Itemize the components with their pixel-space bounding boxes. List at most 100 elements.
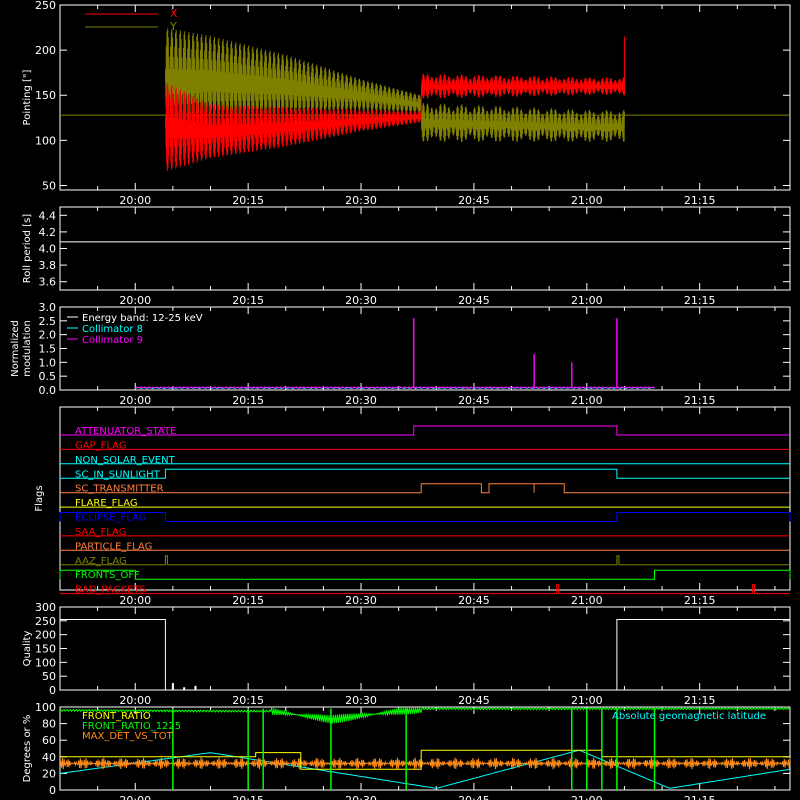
flags-panel-xtick-label: 20:00 [119,594,151,607]
flag-line-eclipse-flag [59,512,791,522]
flags-panel-ylabel: Flags [34,485,45,511]
ratio-legend-label: FRONT_RATIO_1225 [82,721,181,732]
ratio-panel-xtick-label: 20:45 [458,794,490,800]
ratio-panel-xtick-label: 21:00 [571,794,603,800]
ratio-series-front-ratio-1225 [59,706,791,724]
quality-panel-ytick-label: 250 [35,615,56,628]
flag-line-fronts-off [59,569,791,580]
modulation-panel-ylabel-line: Normalized [10,320,21,377]
pointing-panel-ytick-label: 150 [35,89,56,102]
ratio-legend-label: FRONT_RATIO [82,711,151,722]
flag-line-attenuator-state [60,425,790,436]
quality-panel-xtick-label: 20:00 [119,694,151,707]
quality-panel-ytick-label: 200 [35,629,56,642]
modulation-panel-ylabel-line: modulation [22,320,33,377]
flag-line-bad-packets [60,584,790,595]
flag-label: NON_SOLAR_EVENT [75,455,176,466]
flag-label: SAA_FLAG [75,527,126,538]
flag-label: FLARE_FLAG [75,498,138,509]
modulation-panel-ytick-label: 0.5 [39,370,57,383]
flag-line-sc-in-sunlight [60,468,790,479]
roll-panel-xtick-label: 20:15 [232,294,264,307]
flag-label: ECLIPSE_FLAG [75,513,146,524]
pointing-panel-xtick-label: 20:45 [458,194,490,207]
quality-panel-ytick-label: 300 [35,601,56,614]
modulation-panel-xtick-label: 20:30 [345,394,377,407]
pointing-legend-label: X [170,7,178,20]
roll-panel-ylabel: Roll period [s] [22,214,33,283]
pointing-series-y [164,28,625,142]
ratio-panel-frame [59,706,791,791]
quality-panel-xtick-label: 21:00 [571,694,603,707]
modulation-panel-ytick-label: 1.0 [39,356,57,369]
quality-panel-xtick-label: 20:30 [345,694,377,707]
flag-line-aaz-flag [60,555,790,566]
pointing-panel-ytick-label: 100 [35,134,56,147]
modulation-panel-ytick-label: 1.5 [39,343,57,356]
flag-label: ATTENUATOR_STATE [75,426,176,437]
modulation-panel-ylabel: Normalizedmodulation [10,320,33,377]
pointing-series-x [164,73,625,172]
pointing-panel-xtick-label: 21:00 [571,194,603,207]
quality-panel-ytick-label: 150 [35,643,56,656]
ratio-panel-ytick-label: 80 [42,718,56,731]
modulation-panel-ytick-label: 2.0 [39,329,57,342]
roll-panel-xtick-label: 20:30 [345,294,377,307]
roll-panel-xtick-label: 21:15 [684,294,716,307]
flags-panel-xtick-label: 20:45 [458,594,490,607]
roll-panel-xtick-label: 21:00 [571,294,603,307]
flag-label: PARTICLE_FLAG [75,541,152,552]
pointing-panel-xtick-label: 20:15 [232,194,264,207]
ratio-panel-ytick-label: 20 [42,767,56,780]
flags-panel-frame [59,406,791,591]
roll-panel-xtick-label: 20:00 [119,294,151,307]
modulation-collimator-9 [134,386,655,390]
pointing-panel-xtick-label: 20:00 [119,194,151,207]
modulation-panel-xtick-label: 20:00 [119,394,151,407]
modulation-panel-xtick-label: 20:45 [458,394,490,407]
ratio-panel-ytick-label: 100 [35,701,56,714]
flag-label: GAP_FLAG [75,440,127,451]
ratio-legend-label: MAX_DET_VS_TOT [82,731,174,742]
ratio-annotation: Absolute geomagnetic latitude [612,711,766,722]
pointing-panel-ylabel: Pointing ["] [22,69,33,125]
ratio-panel-ytick-label: 40 [42,751,56,764]
modulation-legend-label: Energy band: 12-25 keV [82,313,203,324]
quality-panel-ytick-label: 100 [35,656,56,669]
modulation-panel-ytick-label: 2.5 [39,315,57,328]
flag-label: FRONTS_OFF [75,570,140,581]
flags-panel-xtick-label: 20:30 [345,594,377,607]
ratio-panel-xtick-label: 21:15 [684,794,716,800]
ratio-panel-ytick-label: 60 [42,734,56,747]
roll-panel-ytick-label: 4.0 [39,243,57,256]
ratio-panel-xtick-label: 20:15 [232,794,264,800]
ratio-panel-xtick-label: 20:00 [119,794,151,800]
flag-label: SC_IN_SUNLIGHT [75,469,161,480]
flags-panel-xtick-label: 21:00 [571,594,603,607]
pointing-legend-label: Y [169,20,177,33]
ratio-panel-ytick-label: 0 [49,784,56,797]
roll-panel-ytick-label: 4.4 [39,209,57,222]
flag-line-sc-transmitter [60,483,790,494]
pointing-panel-xtick-label: 20:30 [345,194,377,207]
flag-label: AAZ_FLAG [75,556,127,567]
modulation-panel-xtick-label: 20:15 [232,394,264,407]
flags-panel-xtick-label: 21:15 [684,594,716,607]
pointing-panel-frame [59,4,791,191]
flag-label: SC_TRANSMITTER [75,484,164,495]
ratio-series-max-det [59,757,791,770]
ratio-panel-ylabel: Degrees or % [22,715,33,783]
roll-panel-ytick-label: 4.2 [39,226,57,239]
quality-series [60,619,790,691]
modulation-panel-xtick-label: 21:00 [571,394,603,407]
pointing-panel-ytick-label: 250 [35,0,56,12]
quality-panel-xtick-label: 20:15 [232,694,264,707]
quality-panel-ytick-label: 0 [49,684,56,697]
modulation-panel-ytick-label: 3.0 [39,301,57,314]
quality-panel-ytick-label: 50 [42,670,56,683]
roll-panel-ytick-label: 3.6 [39,276,57,289]
flags-panel-xtick-label: 20:15 [232,594,264,607]
modulation-panel-ytick-label: 0.0 [39,384,57,397]
modulation-legend-label: Collimator 9 [82,335,143,346]
